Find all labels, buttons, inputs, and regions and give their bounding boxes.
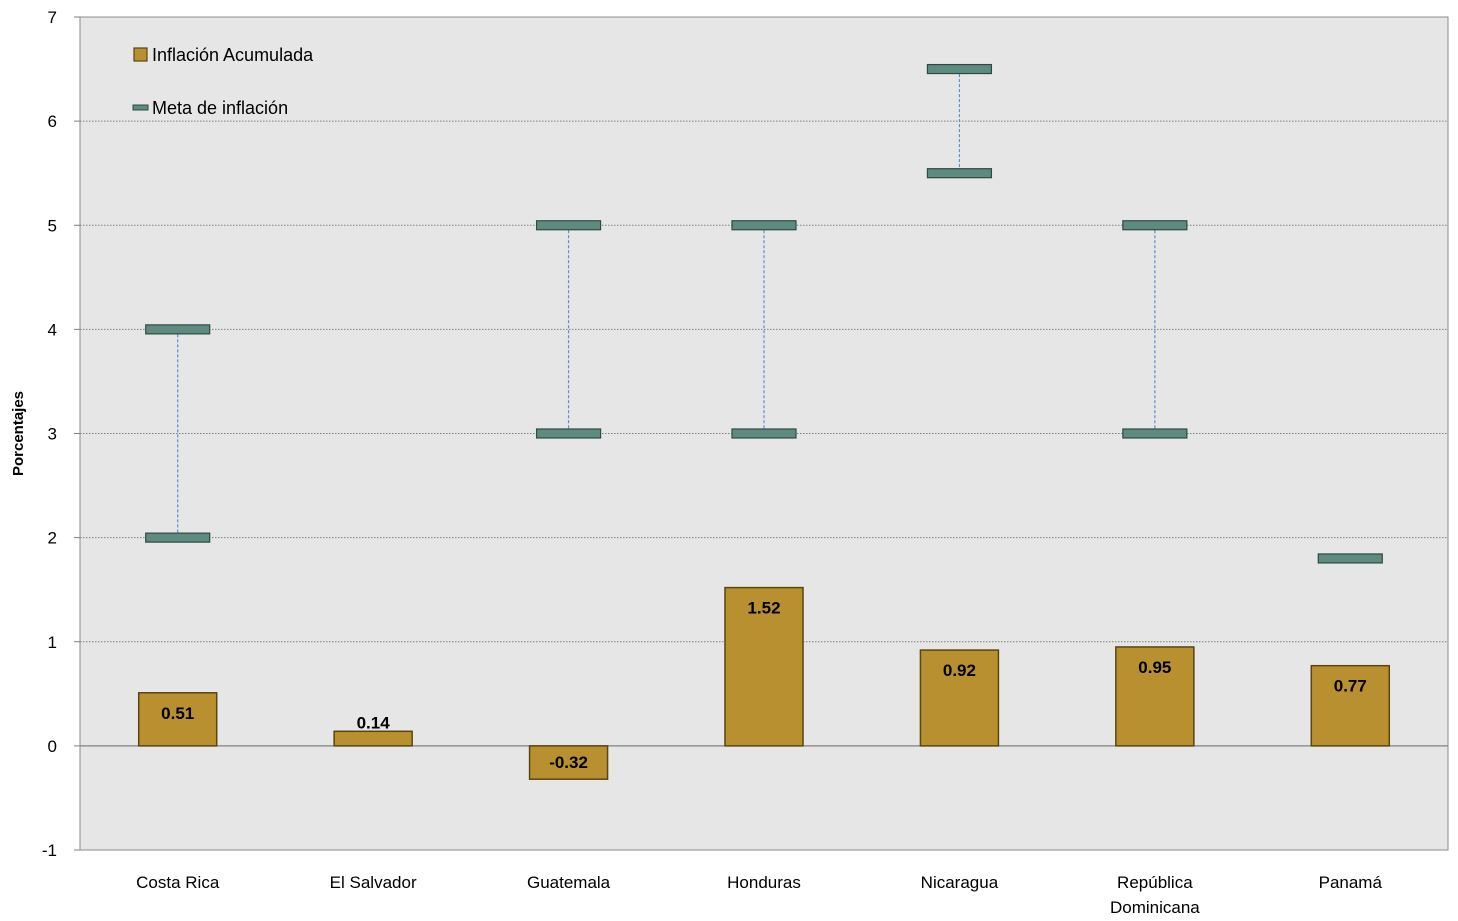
- x-tick-label: Panamá: [1319, 873, 1383, 892]
- data-label: 0.14: [357, 713, 391, 732]
- data-label: 1.52: [747, 599, 780, 618]
- y-tick-label: 7: [48, 8, 57, 27]
- target-marker: [145, 324, 211, 335]
- bar: [137, 692, 218, 747]
- y-tick-label: 5: [48, 216, 57, 235]
- x-tick-label: Nicaragua: [921, 873, 999, 892]
- y-tick-label: -1: [42, 841, 57, 860]
- x-tick-label: República: [1117, 873, 1193, 892]
- y-tick-label: 4: [48, 320, 57, 339]
- target-marker: [145, 532, 211, 543]
- legend-swatch-meta: [132, 104, 149, 111]
- data-label: 0.95: [1138, 658, 1171, 677]
- target-marker: [1122, 220, 1188, 231]
- target-range-series: [145, 63, 1383, 564]
- y-axis-label: Porcentajes: [10, 391, 27, 476]
- bar-series-inflacion: 0.51 0.14 -0.32 1.52 0.92 0.95 0.77: [137, 586, 1391, 780]
- data-label: 0.92: [943, 661, 976, 680]
- legend: Inflación Acumulada Meta de inflación: [132, 45, 314, 118]
- x-tick-label: El Salvador: [330, 873, 417, 892]
- bar: [1115, 646, 1195, 747]
- target-marker: [731, 428, 797, 439]
- x-tick-label: Costa Rica: [136, 873, 220, 892]
- bar: [724, 586, 804, 747]
- bar: [528, 745, 609, 780]
- data-label: -0.32: [549, 753, 588, 772]
- y-axis-ticks: -1 0 1 2 3 4 5 6 7: [42, 8, 80, 860]
- target-marker: [1317, 553, 1383, 564]
- x-axis-labels: Costa Rica El Salvador Guatemala Honduras Ni…: [136, 873, 1382, 917]
- target-marker: [535, 220, 602, 231]
- y-tick-label: 2: [48, 529, 57, 548]
- data-label: 0.51: [161, 704, 194, 723]
- target-marker: [1122, 428, 1188, 439]
- legend-swatch-inflacion: [133, 47, 148, 62]
- target-marker: [731, 220, 797, 231]
- x-tick-label: Dominicana: [1110, 898, 1200, 917]
- y-tick-label: 3: [48, 425, 57, 444]
- legend-label-meta: Meta de inflación: [152, 98, 288, 118]
- y-tick-label: 6: [48, 112, 57, 131]
- y-tick-label: 0: [48, 737, 57, 756]
- target-marker: [926, 63, 993, 75]
- target-marker: [926, 168, 993, 179]
- bar: [919, 649, 1000, 747]
- legend-label-inflacion: Inflación Acumulada: [152, 45, 314, 65]
- bar: [1310, 664, 1391, 747]
- target-marker: [535, 428, 602, 439]
- data-label: 0.77: [1334, 677, 1367, 696]
- x-tick-label: Guatemala: [527, 873, 611, 892]
- x-tick-label: Honduras: [727, 873, 801, 892]
- bar: [333, 730, 413, 747]
- y-tick-label: 1: [48, 633, 57, 652]
